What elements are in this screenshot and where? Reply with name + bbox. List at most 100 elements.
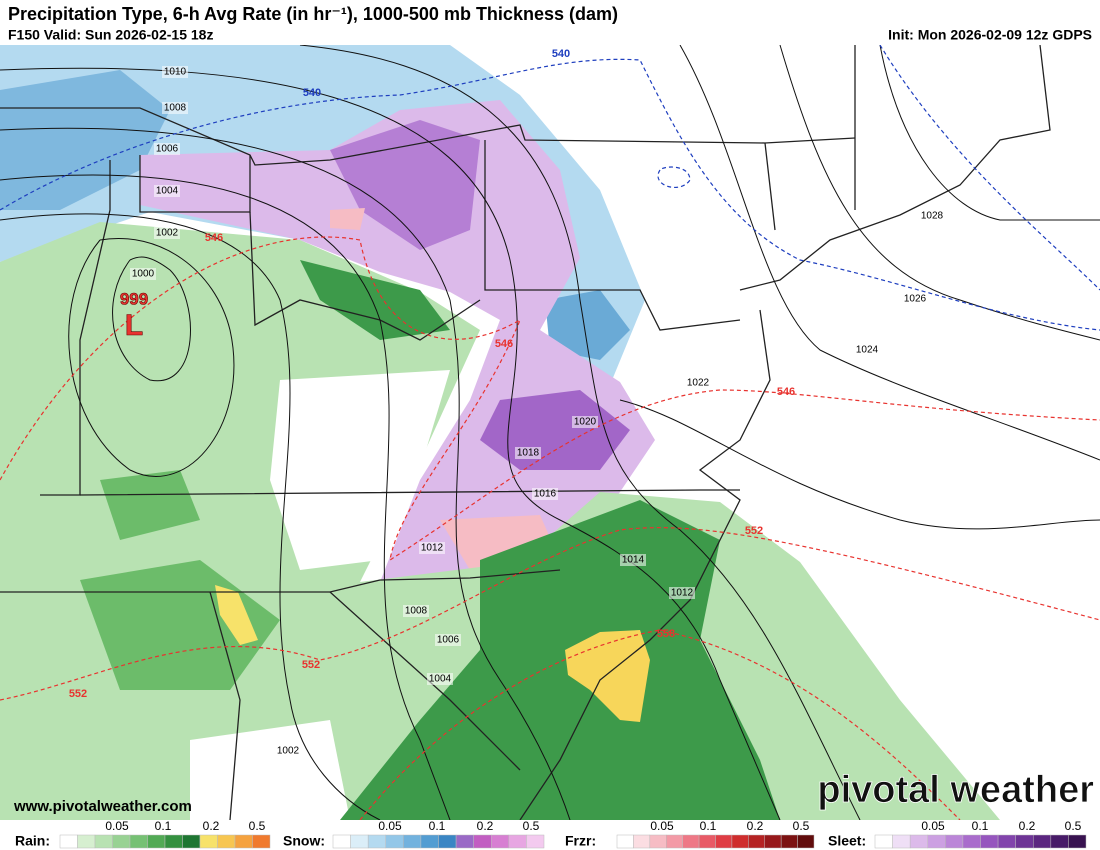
legend-label: Sleet: bbox=[828, 833, 866, 849]
legend-tick-label: 0.05 bbox=[921, 819, 945, 833]
legend-swatch bbox=[147, 834, 166, 849]
legend-swatch bbox=[59, 834, 78, 849]
legend-swatch bbox=[350, 834, 369, 849]
thickness-label: 558 bbox=[657, 628, 675, 640]
legend-tick-label: 0.2 bbox=[203, 819, 220, 833]
legend-tick-label: 0.5 bbox=[793, 819, 810, 833]
rain-heavy-yellow bbox=[565, 630, 650, 722]
snow-heavy bbox=[0, 70, 170, 210]
legend-swatch bbox=[649, 834, 667, 849]
snow-heavy bbox=[545, 290, 630, 360]
frzr-area bbox=[330, 208, 365, 230]
thickness-label: 552 bbox=[69, 688, 87, 700]
thickness-lines bbox=[0, 45, 1100, 820]
legend-swatch bbox=[715, 834, 733, 849]
no-precip-area bbox=[190, 720, 350, 820]
thickness-label: 540 bbox=[552, 48, 570, 60]
rain-area bbox=[0, 222, 1000, 820]
isobar-label: 1000 bbox=[132, 269, 155, 280]
isobar-label-bg bbox=[902, 293, 928, 305]
legend-tick-label: 0.1 bbox=[429, 819, 446, 833]
isobar-label: 1008 bbox=[164, 103, 187, 114]
isobar-label: 1010 bbox=[164, 67, 187, 78]
legend-swatch bbox=[682, 834, 700, 849]
no-precip-area bbox=[270, 370, 450, 570]
low-pressure-letter: L bbox=[125, 309, 143, 342]
isobar-label-bg bbox=[515, 447, 541, 459]
isobars bbox=[0, 45, 1100, 820]
legend-swatch bbox=[980, 834, 999, 849]
isobar-label-bg bbox=[275, 745, 301, 757]
low-pressure-value: 999 bbox=[120, 289, 148, 308]
legend-swatch bbox=[234, 834, 253, 849]
legend-tick-label: 0.1 bbox=[972, 819, 989, 833]
legend-swatch bbox=[1068, 834, 1087, 849]
isobar-label-bg bbox=[572, 416, 598, 428]
legend-swatch bbox=[997, 834, 1016, 849]
map: 1010 1008 1006 1004 1002 1000 1028 1026 1024 1022… bbox=[0, 45, 1100, 820]
legend-swatch bbox=[112, 834, 131, 849]
legend-swatch bbox=[764, 834, 782, 849]
legend-label: Snow: bbox=[283, 833, 325, 849]
isobar-label: 1018 bbox=[517, 448, 540, 459]
legend-tick-label: 0.1 bbox=[155, 819, 172, 833]
legend-swatch bbox=[927, 834, 946, 849]
legend-swatch bbox=[252, 834, 271, 849]
rain-heavy-yellow bbox=[215, 585, 258, 645]
legend-swatch bbox=[945, 834, 964, 849]
isobar-label: 1026 bbox=[904, 294, 927, 305]
thickness-label: 552 bbox=[302, 659, 320, 671]
isobar-label: 1004 bbox=[156, 186, 179, 197]
legend-swatch bbox=[403, 834, 422, 849]
website: www.pivotalweather.com bbox=[13, 798, 192, 815]
thickness-label: 546 bbox=[495, 338, 513, 350]
legend-swatch bbox=[909, 834, 929, 849]
isobar-label-bg bbox=[162, 66, 188, 78]
legend-tick-label: 0.05 bbox=[378, 819, 402, 833]
rain-heavy bbox=[340, 500, 780, 820]
isobar-label-bg bbox=[403, 605, 429, 617]
legend-swatch bbox=[199, 834, 218, 849]
thickness-label: 552 bbox=[745, 525, 763, 537]
isobar-label: 1006 bbox=[437, 635, 460, 646]
isobar-label: 1028 bbox=[921, 211, 944, 222]
isobar-label: 1012 bbox=[671, 588, 694, 599]
title: Precipitation Type, 6-h Avg Rate (in hr⁻… bbox=[8, 4, 618, 24]
isobar-label-bg bbox=[854, 344, 880, 356]
isobar-label: 1014 bbox=[622, 555, 645, 566]
legend-swatch bbox=[367, 834, 386, 849]
legend-swatch bbox=[182, 834, 201, 849]
legend-swatch bbox=[455, 834, 474, 849]
thickness-label: 546 bbox=[777, 386, 795, 398]
thickness-label: 540 bbox=[303, 87, 321, 99]
legend-swatch bbox=[491, 834, 510, 849]
legend-tick-label: 0.1 bbox=[700, 819, 717, 833]
legend-swatch bbox=[217, 834, 236, 849]
legend-swatch bbox=[892, 834, 911, 849]
rain-moderate bbox=[100, 470, 200, 540]
legend-swatch bbox=[698, 834, 716, 849]
init-time: Init: Mon 2026-02-09 12z GDPS bbox=[888, 27, 1092, 43]
legend-swatch bbox=[94, 834, 113, 849]
legend-tick-label: 0.05 bbox=[105, 819, 129, 833]
isobar-label: 1006 bbox=[156, 144, 179, 155]
legend-tick-label: 0.2 bbox=[1019, 819, 1036, 833]
thickness-label: 546 bbox=[205, 232, 223, 244]
legend-swatch bbox=[385, 834, 404, 849]
legend-tick-label: 0.5 bbox=[249, 819, 266, 833]
isobar-label: 1008 bbox=[405, 606, 428, 617]
isobar-label-bg bbox=[685, 377, 711, 389]
isobar-label: 1016 bbox=[534, 489, 557, 500]
legend-swatch bbox=[731, 834, 749, 849]
legend-swatch bbox=[332, 834, 351, 849]
isobar-label-bg bbox=[154, 227, 180, 239]
isobar-label-bg bbox=[162, 102, 188, 114]
legend-swatch bbox=[666, 834, 683, 849]
legend-swatch bbox=[633, 834, 651, 849]
valid-time: F150 Valid: Sun 2026-02-15 18z bbox=[8, 27, 213, 43]
legend-swatch bbox=[438, 834, 457, 849]
legend-tick-label: 0.05 bbox=[650, 819, 674, 833]
legend-swatch bbox=[420, 834, 439, 849]
legend-swatch bbox=[616, 834, 634, 849]
